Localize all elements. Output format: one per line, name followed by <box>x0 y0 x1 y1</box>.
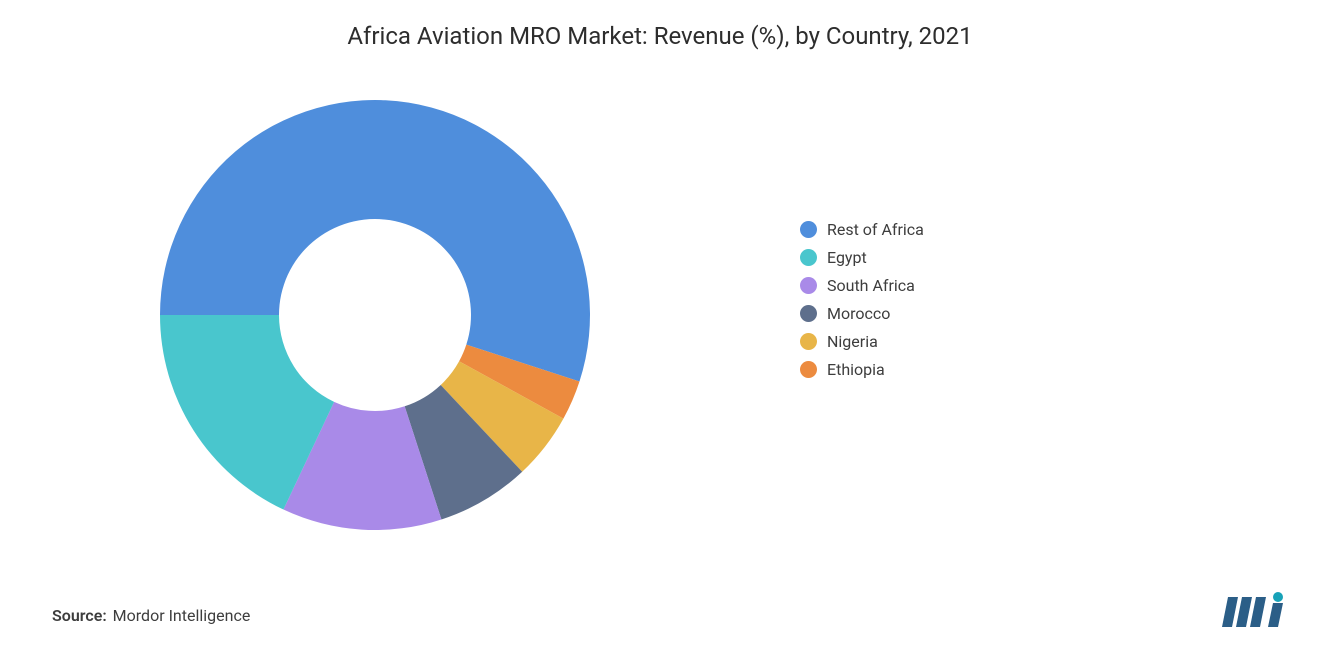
legend-label: South Africa <box>827 276 915 295</box>
legend-swatch-icon <box>800 305 817 322</box>
legend-label: Nigeria <box>827 332 878 351</box>
source-text: Mordor Intelligence <box>113 606 251 625</box>
legend-swatch-icon <box>800 221 817 238</box>
legend: Rest of Africa Egypt South Africa Morocco Ni… <box>800 220 924 388</box>
legend-item: Egypt <box>800 248 924 267</box>
legend-swatch-icon <box>800 361 817 378</box>
legend-label: Rest of Africa <box>827 220 924 239</box>
legend-swatch-icon <box>800 249 817 266</box>
chart-title: Africa Aviation MRO Market: Revenue (%),… <box>0 22 1320 50</box>
donut-chart <box>150 90 600 540</box>
legend-swatch-icon <box>800 277 817 294</box>
brand-logo-icon <box>1222 591 1286 631</box>
legend-item: Rest of Africa <box>800 220 924 239</box>
legend-swatch-icon <box>800 333 817 350</box>
legend-label: Ethiopia <box>827 360 885 379</box>
legend-item: Nigeria <box>800 332 924 351</box>
source-line: Source: Mordor Intelligence <box>52 606 250 625</box>
legend-item: South Africa <box>800 276 924 295</box>
legend-label: Morocco <box>827 304 890 323</box>
legend-item: Ethiopia <box>800 360 924 379</box>
legend-item: Morocco <box>800 304 924 323</box>
legend-label: Egypt <box>827 248 867 267</box>
source-label: Source: <box>52 606 107 625</box>
donut-hole <box>280 220 471 411</box>
